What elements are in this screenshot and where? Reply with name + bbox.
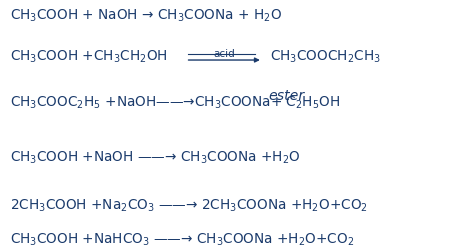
Text: ester: ester (268, 89, 304, 103)
Text: CH$_3$COOC$_2$H$_5$ +NaOH——→CH$_3$COONa+ C$_2$H$_5$OH: CH$_3$COOC$_2$H$_5$ +NaOH——→CH$_3$COONa+… (10, 94, 339, 111)
Text: CH$_3$COOH + NaOH → CH$_3$COONa + H$_2$O: CH$_3$COOH + NaOH → CH$_3$COONa + H$_2$O (10, 7, 281, 24)
Text: CH$_3$COOCH$_2$CH$_3$: CH$_3$COOCH$_2$CH$_3$ (269, 49, 380, 65)
Text: CH$_3$COOH +NaHCO$_3$ ——→ CH$_3$COONa +H$_2$O+CO$_2$: CH$_3$COOH +NaHCO$_3$ ——→ CH$_3$COONa +H… (10, 232, 353, 245)
Text: CH$_3$COOH +CH$_3$CH$_2$OH: CH$_3$COOH +CH$_3$CH$_2$OH (10, 49, 167, 65)
Text: 2CH$_3$COOH +Na$_2$CO$_3$ ——→ 2CH$_3$COONa +H$_2$O+CO$_2$: 2CH$_3$COOH +Na$_2$CO$_3$ ——→ 2CH$_3$COO… (10, 197, 367, 214)
Text: CH$_3$COOH +NaOH ——→ CH$_3$COONa +H$_2$O: CH$_3$COOH +NaOH ——→ CH$_3$COONa +H$_2$O (10, 149, 299, 166)
Text: acid: acid (213, 49, 235, 59)
